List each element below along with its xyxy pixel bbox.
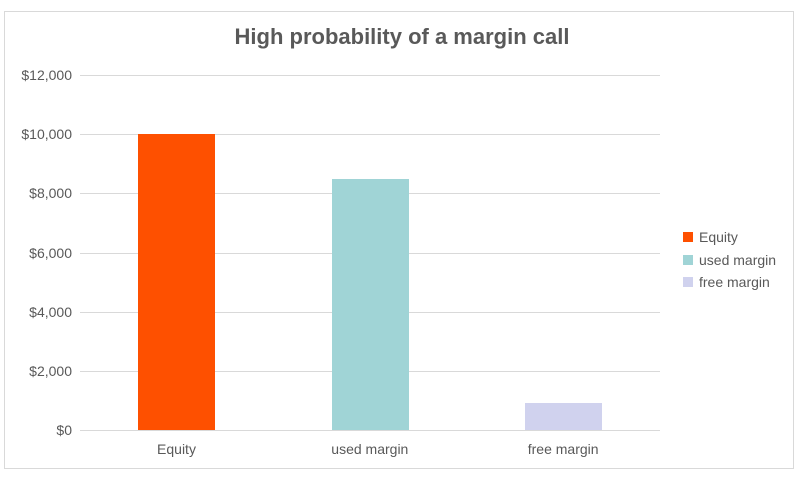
x-tick-label: Equity xyxy=(157,441,196,457)
y-tick-label: $6,000 xyxy=(29,244,72,261)
legend-label: used margin xyxy=(699,251,777,268)
legend-swatch-icon xyxy=(683,277,693,288)
bar-equity xyxy=(138,134,216,430)
bar-free-margin xyxy=(524,403,602,430)
y-tick-label: $8,000 xyxy=(29,185,72,202)
gridline xyxy=(80,134,660,136)
y-tick-label: $12,000 xyxy=(21,67,72,83)
y-tick-label: $10,000 xyxy=(21,126,72,143)
chart-title: High probability of a margin call xyxy=(234,24,570,49)
legend-label: free margin xyxy=(699,274,770,291)
x-tick-label: free margin xyxy=(527,441,599,457)
legend-item: Equity xyxy=(683,226,776,249)
y-tick-label: $2,000 xyxy=(29,362,72,379)
legend-swatch-icon xyxy=(683,232,693,243)
bar-used-margin xyxy=(331,178,409,430)
y-tick-label: $0 xyxy=(56,422,72,438)
x-tick-label: used margin xyxy=(331,441,409,457)
gridline xyxy=(80,75,660,76)
legend-item: free margin xyxy=(683,271,776,294)
y-tick-label: $4,000 xyxy=(29,303,72,320)
legend-swatch-icon xyxy=(683,254,693,265)
gridline xyxy=(80,430,660,431)
legend: Equity used margin free margin xyxy=(683,226,776,294)
plot-area xyxy=(80,75,660,431)
legend-label: Equity xyxy=(699,229,738,246)
legend-item: used margin xyxy=(683,249,776,272)
